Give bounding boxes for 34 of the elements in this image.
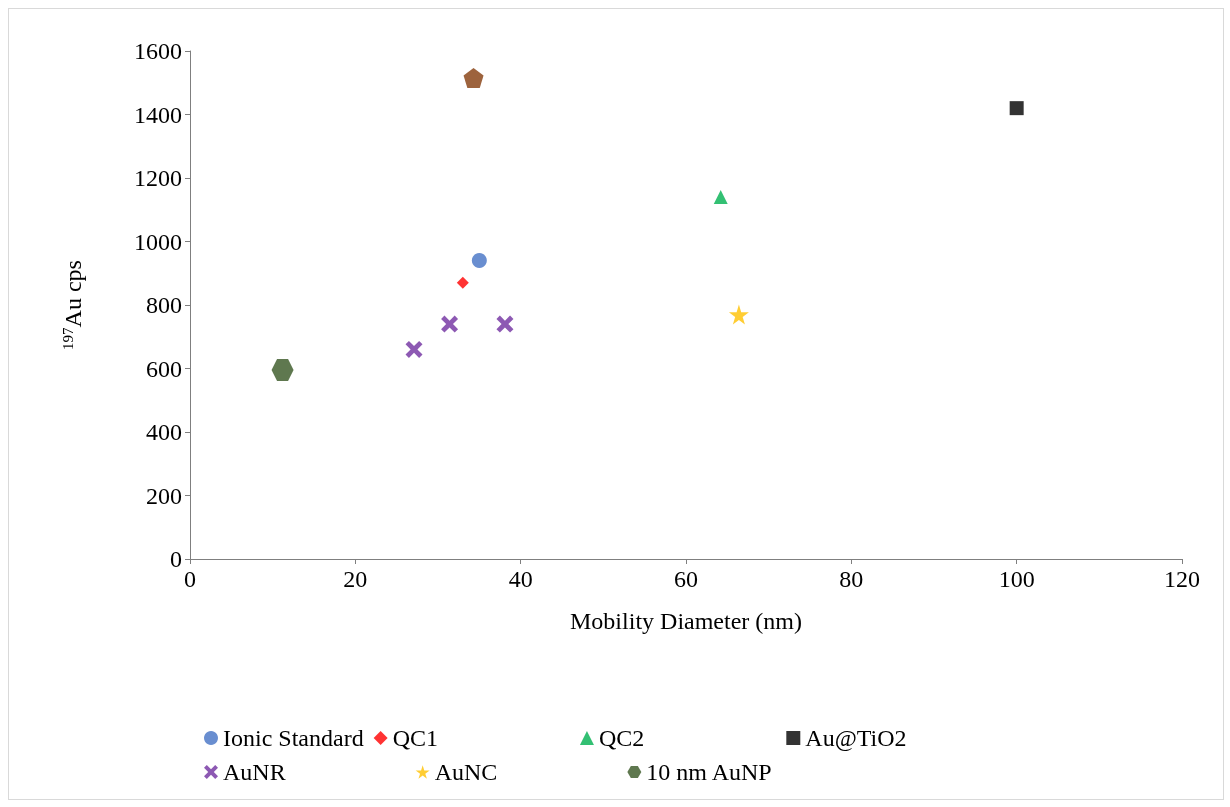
point <box>463 67 484 88</box>
legend-label: Ionic Standard <box>223 725 364 751</box>
x-tick-label: 60 <box>674 566 698 592</box>
y-tick-label: 0 <box>170 546 182 572</box>
y-tick-label: 400 <box>146 419 182 445</box>
point <box>496 315 514 333</box>
legend-label: Au@TiO2 <box>805 725 991 751</box>
legend-label: AuNR <box>223 759 406 785</box>
y-tick-label: 1000 <box>134 228 182 255</box>
x-tick-label: 20 <box>343 566 368 592</box>
point <box>456 276 469 289</box>
y-tick-label: 1400 <box>134 101 182 128</box>
point <box>441 315 459 333</box>
y-tick-label: 600 <box>146 355 182 382</box>
point <box>471 253 487 269</box>
legend-label: QC2 <box>598 725 777 751</box>
point <box>271 359 294 382</box>
point <box>728 304 749 325</box>
point <box>713 190 728 205</box>
point <box>405 340 423 358</box>
legend-label: QC1 <box>392 725 570 751</box>
x-tick-label: 100 <box>998 566 1035 592</box>
y-tick-label: 1200 <box>134 165 182 191</box>
y-tick-label: 200 <box>146 482 182 509</box>
x-tick-label: 120 <box>1164 566 1200 592</box>
x-tick-label: 40 <box>508 566 533 592</box>
point <box>1009 101 1024 116</box>
y-tick-label: 1600 <box>134 38 182 64</box>
legend-label: AuNC <box>434 759 618 785</box>
y-axis-title: 197Au cps <box>59 260 86 350</box>
x-axis-title: Mobility Diameter (nm) <box>570 608 802 634</box>
x-tick-label: 80 <box>839 566 864 592</box>
y-tick-label: 800 <box>146 292 182 318</box>
legend-label: 10 nm AuNP <box>646 759 820 785</box>
